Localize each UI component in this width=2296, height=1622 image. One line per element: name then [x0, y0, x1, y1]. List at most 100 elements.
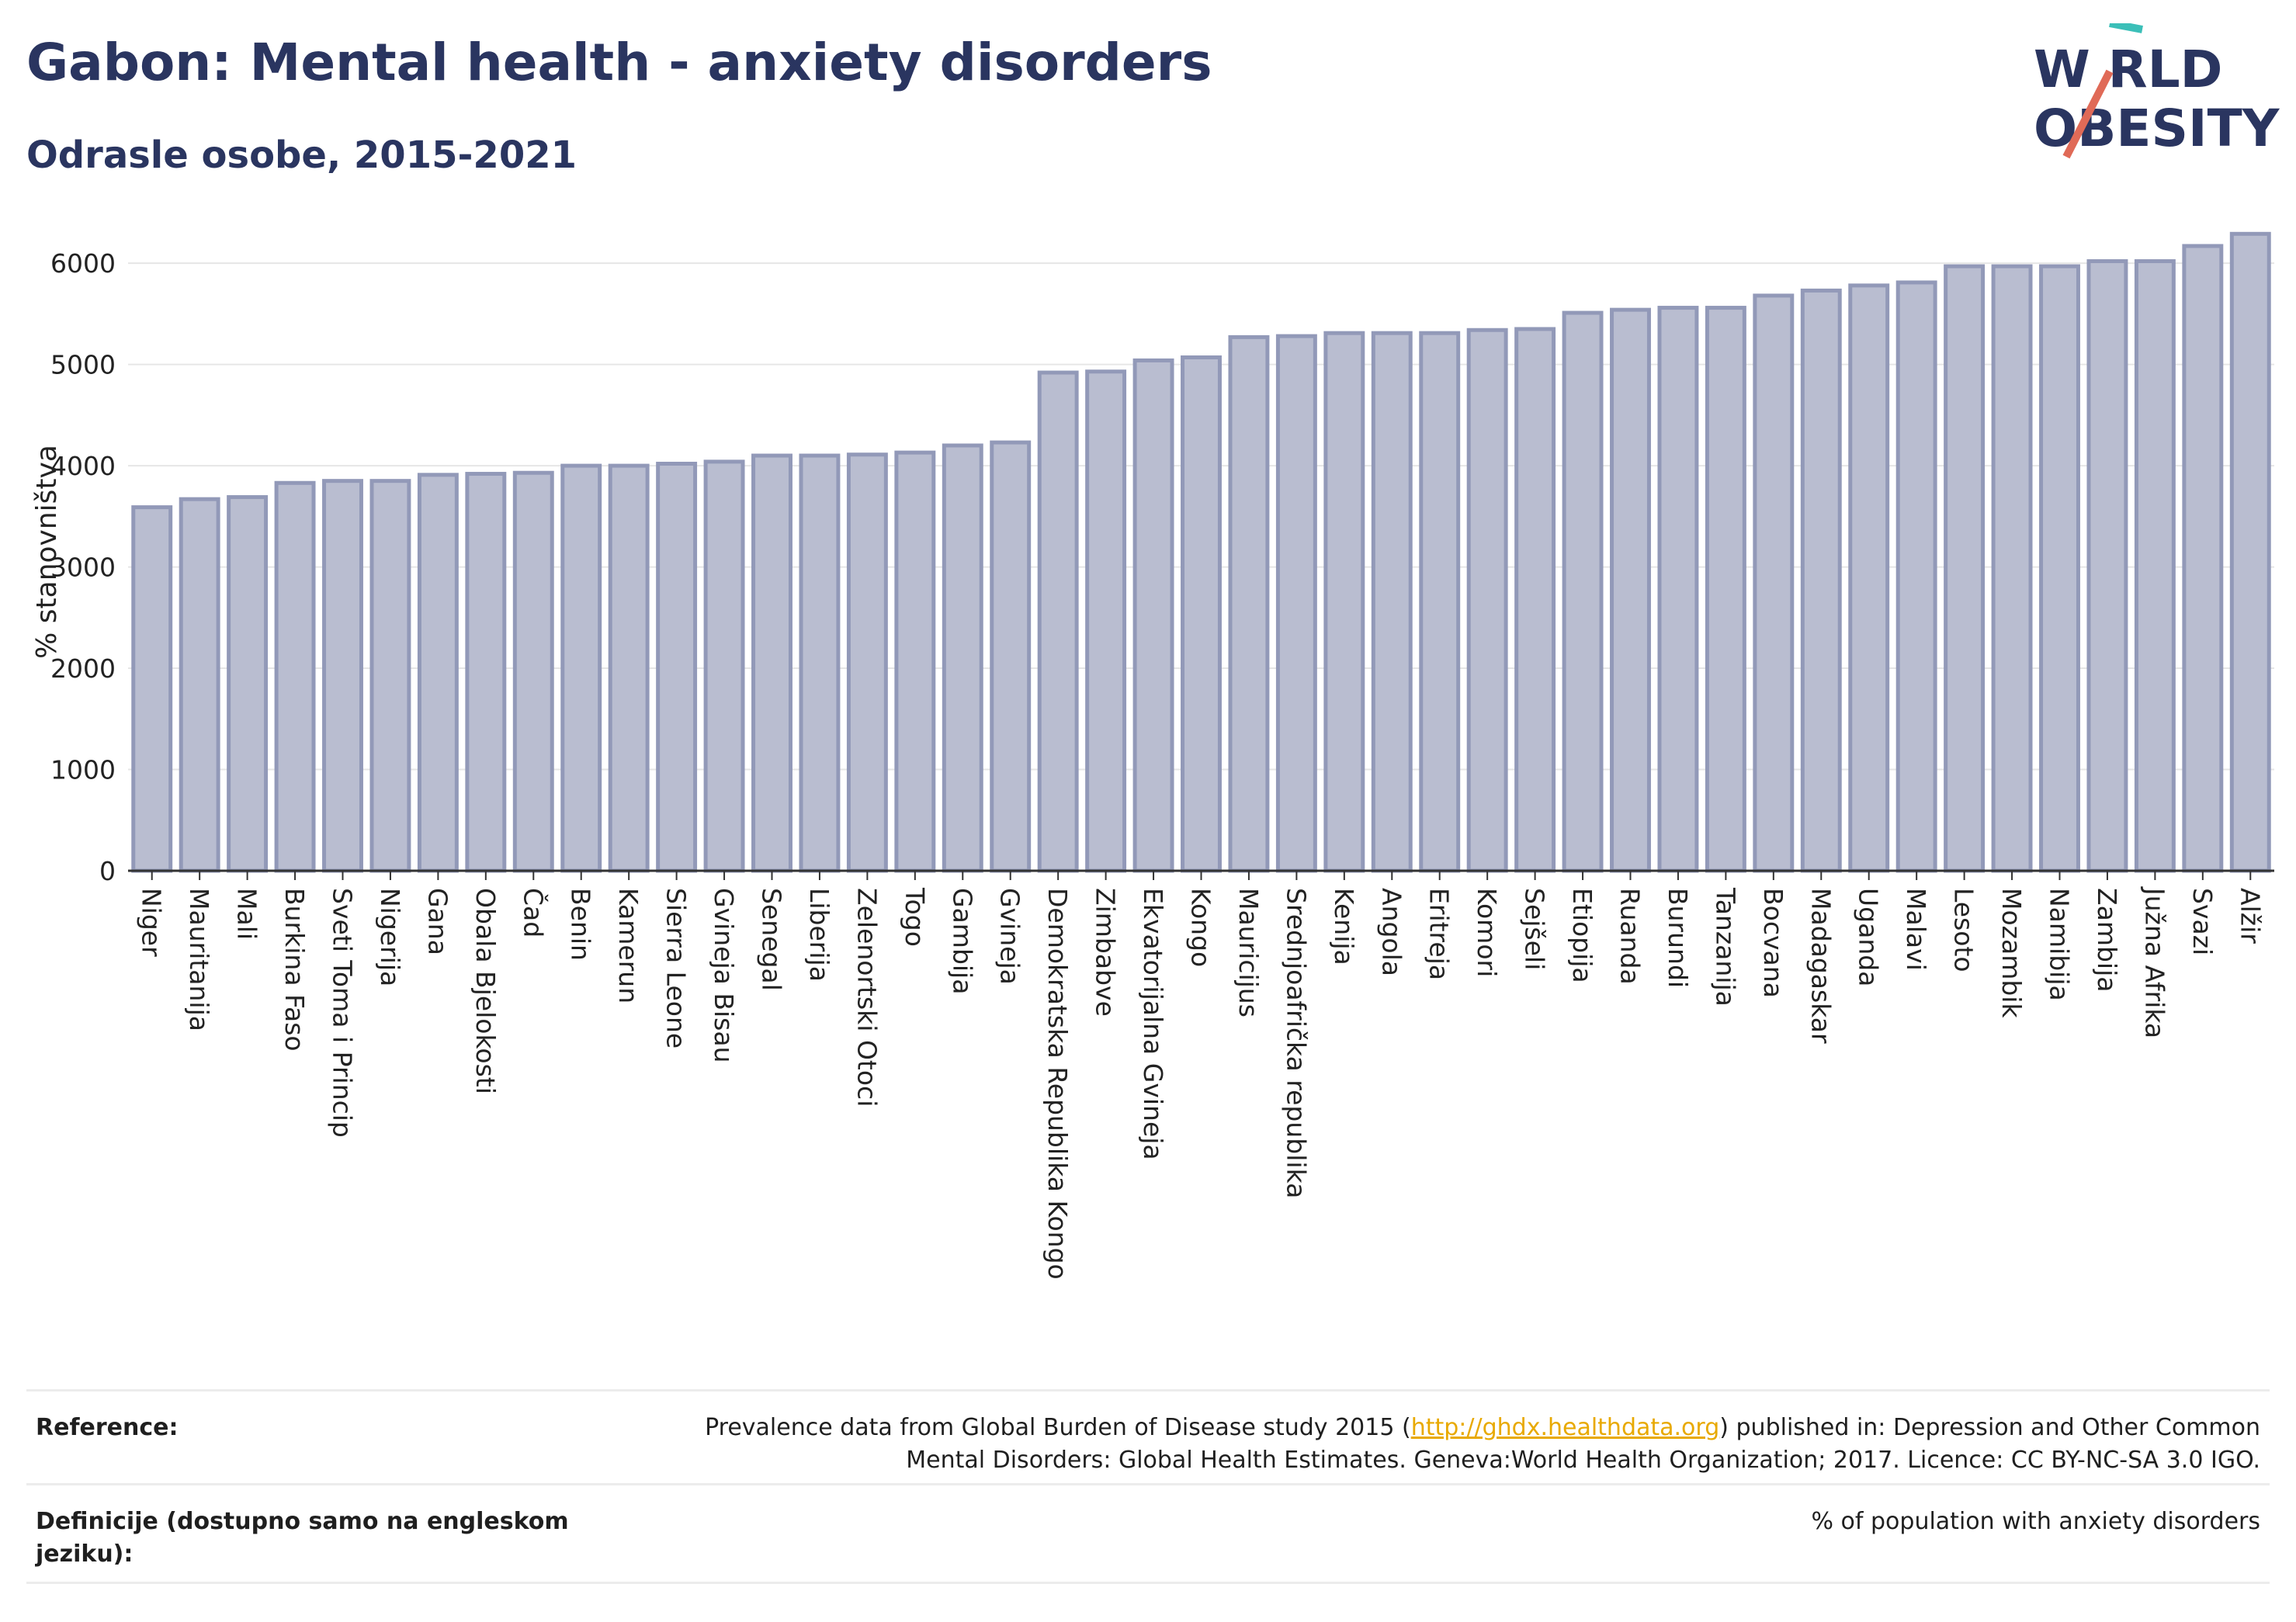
- bar: [1275, 334, 1317, 873]
- x-tick-label: Madagaskar: [1805, 888, 1836, 1044]
- y-tick-label: 0: [99, 856, 116, 886]
- x-tick-label: Bocvana: [1758, 888, 1788, 998]
- x-tick-label: Komori: [1472, 888, 1502, 977]
- bar: [846, 452, 888, 873]
- x-tick-label: Benin: [566, 888, 596, 961]
- x-tick-label: Obala Bjelokosti: [470, 888, 501, 1094]
- bar: [2229, 231, 2271, 873]
- x-tick-label: Alžir: [2235, 888, 2265, 944]
- bar: [2134, 259, 2176, 873]
- x-tick-label: Uganda: [1854, 888, 1884, 986]
- x-tick-label: Lesoto: [1949, 888, 1979, 972]
- x-tick-label: Kamerun: [613, 888, 643, 1003]
- x-tick-label: Malavi: [1901, 888, 1931, 971]
- x-tick-label: Kongo: [1186, 888, 1216, 967]
- x-tick-label: Burundi: [1663, 888, 1693, 988]
- x-tick-label: Čad: [518, 888, 549, 938]
- x-tick-label: Zimbabve: [1091, 888, 1121, 1017]
- chart-title: Gabon: Mental health - anxiety disorders: [26, 33, 1212, 92]
- bar: [560, 463, 602, 873]
- bar: [417, 473, 459, 873]
- bar: [1228, 334, 1270, 873]
- bar: [1705, 306, 1746, 873]
- x-tick-label: Senegal: [757, 888, 787, 991]
- x-tick-label: Sejšeli: [1520, 888, 1550, 970]
- bar: [799, 453, 841, 873]
- bar: [131, 505, 173, 873]
- x-tick-label: Etiopija: [1567, 888, 1597, 983]
- reference-label: Reference:: [36, 1414, 179, 1441]
- x-tick-label: Gana: [422, 888, 453, 955]
- bar: [751, 453, 793, 873]
- bar: [1037, 370, 1079, 873]
- x-tick-label: Gvineja Bisau: [709, 888, 739, 1063]
- bar: [1514, 327, 1556, 873]
- x-tick-label: Togo: [900, 887, 930, 947]
- bar: [512, 470, 554, 873]
- x-tick-label: Nigerija: [375, 888, 405, 986]
- bar: [1991, 264, 2033, 873]
- x-tick-label: Južna Afrika: [2139, 886, 2169, 1038]
- y-tick-label: 4000: [50, 451, 116, 481]
- x-tick-label: Mozambik: [1996, 888, 2027, 1018]
- bar: [703, 459, 745, 873]
- x-tick-label: Mauricijus: [1233, 888, 1264, 1017]
- x-tick-label: Eritreja: [1424, 888, 1455, 980]
- bar: [1371, 331, 1413, 873]
- bar: [2086, 259, 2128, 873]
- bar: [179, 497, 220, 873]
- x-tick-label: Ekvatorijalna Gvineja: [1138, 888, 1168, 1160]
- bar: [1132, 358, 1174, 873]
- bar: [990, 440, 1032, 873]
- bar: [2039, 264, 2080, 873]
- y-tick-label: 2000: [50, 653, 116, 684]
- y-tick-label: 5000: [50, 350, 116, 380]
- world-obesity-logo: W RLD OBESITY: [2034, 23, 2280, 159]
- x-tick-label: Mali: [232, 888, 262, 940]
- x-tick-label: Zelenortski Otoci: [851, 888, 882, 1107]
- bar: [1848, 283, 1890, 873]
- bar: [369, 479, 411, 873]
- x-tick-label: Srednjoafrička republika: [1281, 888, 1311, 1198]
- reference-row: Reference: Prevalence data from Global B…: [26, 1392, 2270, 1485]
- y-tick-label: 1000: [50, 755, 116, 785]
- x-tick-label: Sveti Toma i Princip: [328, 888, 358, 1138]
- bar: [1466, 328, 1508, 873]
- bar: [942, 443, 983, 873]
- bar-chart: 0 1000 2000 3000 4000 5000 6000 % stanovništva N…: [31, 231, 2274, 1280]
- x-tick-label: Namibija: [2045, 888, 2075, 1001]
- bar: [1323, 331, 1365, 873]
- x-tick-label: Burkina Faso: [279, 888, 310, 1052]
- y-tick-label: 6000: [50, 248, 116, 279]
- x-tick-label: Tanzanija: [1710, 887, 1740, 1007]
- x-tick-label: Zambija: [2092, 888, 2122, 992]
- x-tick-label: Niger: [137, 888, 167, 957]
- reference-table: Reference: Prevalence data from Global B…: [26, 1389, 2270, 1584]
- x-tick-label: Svazi: [2187, 888, 2218, 955]
- y-axis-label: % stanovništva: [31, 445, 63, 659]
- bar: [1419, 331, 1461, 873]
- bar: [1895, 280, 1937, 873]
- y-tick-label: 3000: [50, 553, 116, 583]
- bar: [894, 450, 936, 873]
- bar: [227, 495, 269, 873]
- x-tick-label: Kenija: [1329, 888, 1359, 965]
- bar: [1944, 264, 1986, 873]
- bar: [1800, 288, 1842, 873]
- definition-text: % of population with anxiety disorders: [1811, 1508, 2260, 1535]
- bar: [322, 479, 363, 873]
- bar: [274, 480, 316, 873]
- bar: [1657, 306, 1699, 873]
- x-tick-label: Ruanda: [1615, 888, 1646, 985]
- reference-text: Prevalence data from Global Burden of Di…: [705, 1414, 2260, 1474]
- definition-label: Definicije (dostupno samo na engleskom j…: [36, 1508, 569, 1568]
- x-tick-label: Demokratska Republika Kongo: [1042, 888, 1073, 1280]
- bar: [465, 472, 507, 873]
- x-tick-label: Gvineja: [995, 888, 1025, 985]
- definition-row: Definicije (dostupno samo na engleskom j…: [26, 1485, 2270, 1584]
- x-tick-label: Mauritanija: [184, 888, 214, 1031]
- bar: [608, 463, 650, 873]
- bar: [656, 461, 698, 873]
- x-tick-label: Angola: [1376, 888, 1406, 976]
- reference-link[interactable]: http://ghdx.healthdata.org: [1410, 1414, 1720, 1441]
